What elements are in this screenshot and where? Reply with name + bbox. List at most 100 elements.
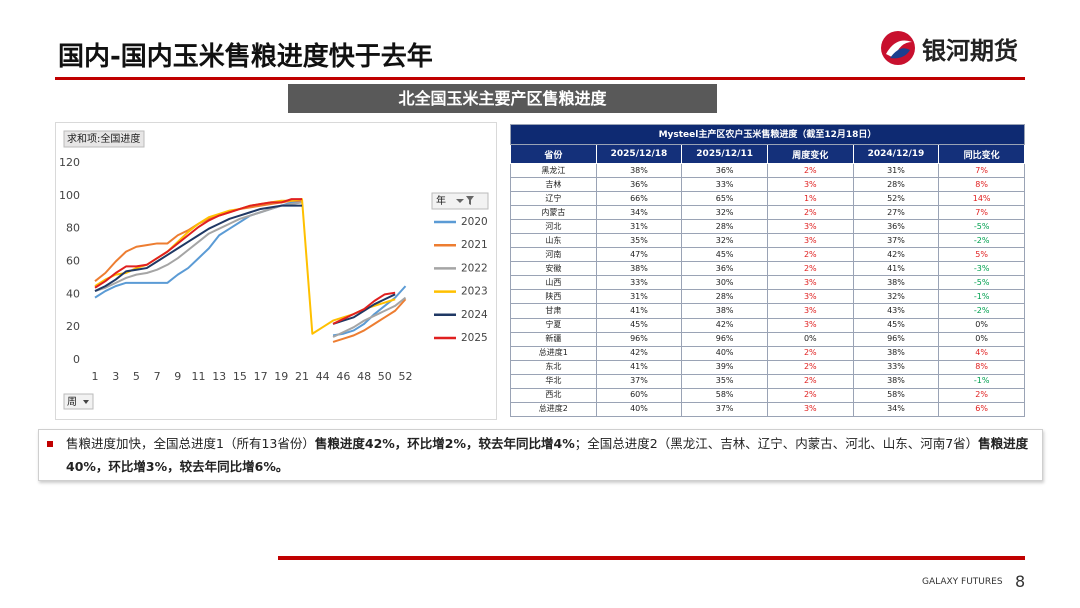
table-cell: 山东 bbox=[510, 233, 597, 249]
series-line bbox=[94, 198, 396, 325]
note-text: 售粮进度42%，环比增2%，较去年同比增4% bbox=[314, 436, 575, 451]
table-cell: 45% bbox=[681, 247, 768, 263]
table-cell: 东北 bbox=[510, 359, 597, 375]
x-tick-label: 50 bbox=[378, 370, 392, 383]
table-cell: 2% bbox=[766, 205, 854, 221]
x-tick-label: 48 bbox=[357, 370, 371, 383]
table-cell: 3% bbox=[766, 219, 854, 235]
note-text: ；全国总进度2（黑龙江、吉林、辽宁、内蒙古、河北、山东、河南7省） bbox=[574, 436, 979, 451]
table-row: 黑龙江 38% 36% 2% 31% 7% bbox=[510, 162, 1025, 179]
table-cell: 33% bbox=[681, 177, 768, 193]
table-cell: 8% bbox=[938, 359, 1025, 375]
table-cell: 41% bbox=[595, 359, 683, 375]
table-cell: 27% bbox=[852, 205, 940, 221]
table-cell: 3% bbox=[766, 289, 854, 305]
table-cell: 3% bbox=[766, 275, 854, 291]
table-cell: 66% bbox=[595, 191, 683, 207]
y-tick-label: 20 bbox=[66, 320, 80, 333]
table-cell: 2% bbox=[766, 345, 854, 361]
table-cell: 33% bbox=[852, 359, 940, 375]
x-tick-label: 21 bbox=[295, 370, 309, 383]
table-cell: 30% bbox=[681, 275, 768, 291]
table-cell: 28% bbox=[681, 219, 768, 235]
legend-label: 2020 bbox=[461, 216, 488, 228]
y-tick-label: 60 bbox=[66, 255, 80, 268]
table-cell: 38% bbox=[595, 261, 683, 277]
table-cell: 96% bbox=[595, 331, 683, 347]
x-tick-label: 19 bbox=[274, 370, 288, 383]
legend-label: 2023 bbox=[461, 286, 488, 298]
series-line bbox=[94, 204, 396, 325]
table-cell: -3% bbox=[938, 261, 1025, 277]
table-cell: 6% bbox=[938, 401, 1025, 417]
y-tick-label: 80 bbox=[66, 222, 80, 235]
column-header: 2025/12/11 bbox=[681, 144, 768, 164]
table-cell: 28% bbox=[681, 289, 768, 305]
table-cell: 0% bbox=[938, 317, 1025, 333]
table-row: 西北 60% 58% 2% 58% 2% bbox=[510, 387, 1025, 403]
table-cell: 32% bbox=[681, 205, 768, 221]
table-cell: 36% bbox=[595, 177, 683, 193]
note-text: 售粮进度加快，全国总进度1（所有13省份） bbox=[66, 436, 315, 451]
table-cell: 0% bbox=[766, 331, 854, 347]
table-cell: 安徽 bbox=[510, 261, 597, 277]
table-cell: 40% bbox=[681, 345, 768, 361]
table-cell: 36% bbox=[681, 162, 768, 179]
table-row: 安徽 38% 36% 2% 41% -3% bbox=[510, 261, 1025, 277]
table-caption-row: Mysteel主产区农户玉米售粮进度（截至12月18日） bbox=[510, 124, 1025, 145]
column-header: 周度变化 bbox=[766, 144, 854, 164]
table-cell: 3% bbox=[766, 177, 854, 193]
table-cell: 42% bbox=[595, 345, 683, 361]
y-tick-label: 40 bbox=[66, 287, 80, 300]
table-row: 新疆 96% 96% 0% 96% 0% bbox=[510, 331, 1025, 347]
table-cell: 40% bbox=[595, 401, 683, 417]
progress-table: Mysteel主产区农户玉米售粮进度（截至12月18日） 省份 2025/12/18… bbox=[510, 124, 1025, 417]
logo-icon bbox=[881, 31, 915, 65]
table-cell: 38% bbox=[852, 275, 940, 291]
table-cell: 0% bbox=[938, 331, 1025, 347]
table-cell: 52% bbox=[852, 191, 940, 207]
slide-title: 国内-国内玉米售粮进度快于去年 bbox=[58, 42, 433, 72]
table-row: 河南 47% 45% 2% 42% 5% bbox=[510, 247, 1025, 263]
column-header: 2024/12/19 bbox=[852, 144, 940, 164]
table-header-row: 省份 2025/12/18 2025/12/11 周度变化 2024/12/19 同比变化 bbox=[510, 144, 1025, 164]
table-cell: 28% bbox=[852, 177, 940, 193]
table-row: 陕西 31% 28% 3% 32% -1% bbox=[510, 289, 1025, 305]
table-cell: 总进度1 bbox=[510, 345, 597, 361]
table-cell: 2% bbox=[766, 261, 854, 277]
section-banner: 北全国玉米主要产区售粮进度 bbox=[288, 84, 717, 113]
bullet bbox=[47, 441, 53, 447]
chart-title: 求和项:全国进度 bbox=[67, 132, 140, 145]
table-caption: Mysteel主产区农户玉米售粮进度（截至12月18日） bbox=[510, 124, 1025, 145]
table-cell: 45% bbox=[852, 317, 940, 333]
table-cell: 吉林 bbox=[510, 177, 597, 193]
table-cell: 宁夏 bbox=[510, 317, 597, 333]
table-row: 吉林 36% 33% 3% 28% 8% bbox=[510, 177, 1025, 193]
table-cell: 31% bbox=[595, 289, 683, 305]
table-cell: 41% bbox=[595, 303, 683, 319]
table-cell: 32% bbox=[681, 233, 768, 249]
table-cell: 西北 bbox=[510, 387, 597, 403]
table-row: 华北 37% 35% 2% 38% -1% bbox=[510, 373, 1025, 389]
table-cell: 5% bbox=[938, 247, 1025, 263]
table-cell: 8% bbox=[938, 177, 1025, 193]
table-cell: 38% bbox=[681, 303, 768, 319]
table-row: 河北 31% 28% 3% 36% -5% bbox=[510, 219, 1025, 235]
table-cell: -5% bbox=[938, 219, 1025, 235]
table-cell: 3% bbox=[766, 233, 854, 249]
table-cell: 3% bbox=[766, 401, 854, 417]
dropdown-icon bbox=[83, 400, 89, 404]
y-tick-label: 100 bbox=[59, 189, 80, 202]
x-tick-label: 3 bbox=[112, 370, 119, 383]
table-cell: 黑龙江 bbox=[510, 162, 597, 179]
chart-panel: 求和项:全国进度 0 20 40 60 80 100 120 1 3 5 7 9 11 13 15 17 19 21… bbox=[55, 122, 497, 420]
table-cell: -1% bbox=[938, 289, 1025, 305]
title-rule bbox=[55, 77, 1025, 80]
title-box bbox=[63, 130, 145, 148]
table-cell: 38% bbox=[852, 373, 940, 389]
legend-label: 2021 bbox=[461, 239, 488, 251]
table-cell: 33% bbox=[595, 275, 683, 291]
legend-label: 2022 bbox=[461, 262, 488, 274]
page-number: 8 bbox=[1015, 572, 1026, 591]
